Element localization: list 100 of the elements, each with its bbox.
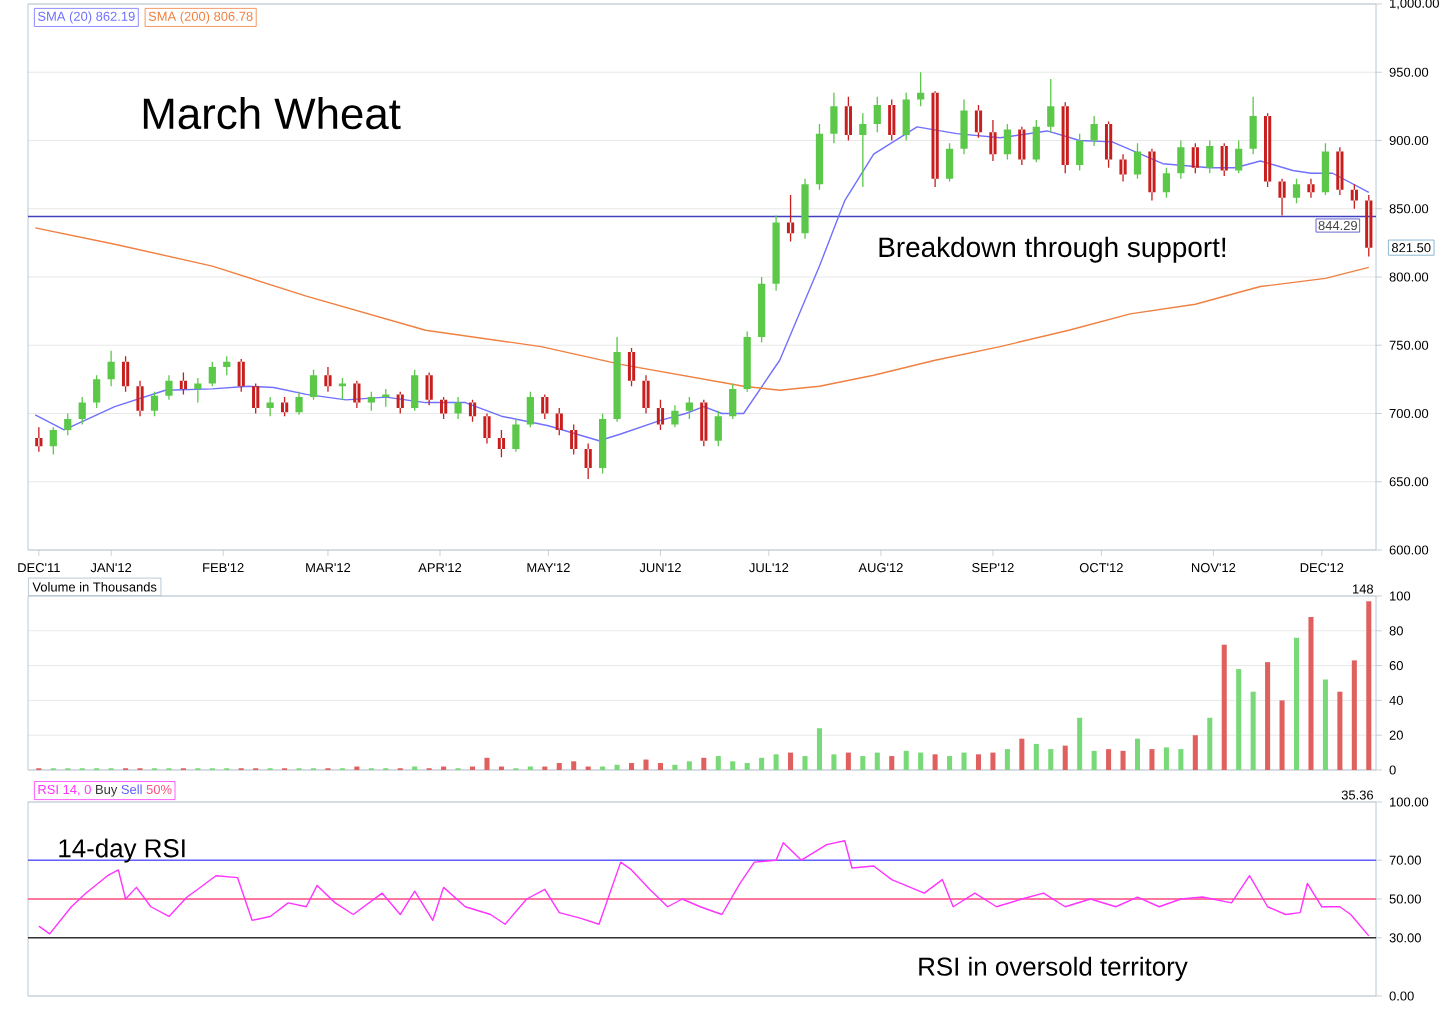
candlestick [801, 178, 809, 239]
bar [816, 728, 822, 770]
bar [614, 764, 620, 770]
bar [1106, 749, 1112, 770]
bar [889, 756, 895, 770]
line-series [34, 126, 1370, 442]
candlestick [960, 99, 968, 155]
bar [556, 763, 562, 770]
candlestick [786, 195, 795, 242]
candlestick [989, 120, 997, 161]
bar [1019, 738, 1025, 770]
bar [1048, 749, 1054, 770]
candlestick [1104, 121, 1113, 168]
bar [903, 750, 909, 770]
candlestick [1307, 178, 1315, 198]
bar [1250, 691, 1256, 770]
candlestick [830, 92, 838, 144]
annotation: 14-day RSI [59, 838, 185, 863]
candlestick [1061, 102, 1069, 174]
candlestick [280, 397, 289, 417]
candlestick [642, 375, 650, 414]
bar [484, 757, 490, 770]
candlestick [35, 427, 43, 452]
bar [874, 752, 880, 770]
bar [845, 752, 851, 770]
candlestick [974, 105, 983, 138]
candlestick [136, 380, 144, 417]
candlestick [179, 372, 188, 395]
candlestick [1220, 143, 1228, 176]
candlestick [1018, 126, 1026, 166]
candlestick [700, 399, 708, 447]
bar [657, 763, 663, 770]
bar [759, 757, 765, 770]
candlestick [772, 215, 780, 291]
line-series [34, 227, 1370, 391]
annotation: Breakdown through support! [879, 236, 1226, 263]
bar [932, 754, 938, 770]
candlestick [353, 380, 361, 409]
bar [1149, 749, 1155, 770]
candlestick [1278, 178, 1286, 216]
candlestick [1148, 148, 1156, 201]
candlestick [497, 429, 506, 458]
bar [1366, 601, 1372, 770]
bar [1293, 637, 1300, 770]
candlestick [266, 397, 274, 417]
bar [1337, 691, 1343, 770]
bar [1192, 735, 1198, 770]
bar [1351, 660, 1357, 770]
bar [975, 754, 982, 770]
candlestick [584, 443, 592, 480]
bar [1163, 747, 1169, 770]
candlestick [252, 383, 260, 414]
candlestick [1263, 113, 1272, 187]
candlestick [439, 397, 448, 419]
candlestick [512, 418, 520, 452]
candlestick [454, 397, 462, 419]
bar [1062, 745, 1068, 770]
bar [990, 752, 996, 770]
bar [571, 761, 577, 770]
candlestick [396, 391, 404, 414]
bar [1004, 749, 1010, 770]
bar [1308, 616, 1314, 770]
bar [715, 756, 721, 770]
candlestick [1191, 143, 1199, 174]
candlestick [165, 375, 173, 400]
candlestick [888, 99, 896, 141]
bar [744, 763, 750, 770]
candlestick [555, 408, 563, 436]
bar [831, 754, 837, 770]
bar [1236, 669, 1242, 770]
candlestick [425, 372, 433, 406]
candlestick [656, 399, 665, 430]
bar [802, 756, 808, 770]
text: March Wheat [143, 97, 401, 130]
candlestick [1365, 195, 1373, 257]
bar [1091, 750, 1097, 770]
bar [672, 764, 678, 770]
candlestick [671, 405, 679, 428]
candlestick [483, 413, 491, 444]
bar [788, 752, 794, 770]
bar [1265, 662, 1271, 770]
bar [701, 757, 707, 770]
candlestick [324, 367, 332, 392]
bar [1221, 644, 1227, 770]
bar [1207, 717, 1213, 770]
candlestick [627, 347, 636, 387]
candlestick [1336, 147, 1344, 196]
line-series [38, 840, 1370, 937]
bar [1322, 679, 1328, 770]
bar [1120, 750, 1126, 770]
bar [860, 756, 866, 770]
bar [1134, 738, 1141, 770]
candlestick [541, 394, 549, 419]
bar [961, 752, 967, 770]
candlestick [237, 358, 245, 392]
bar [629, 763, 635, 770]
candlestick [468, 399, 477, 422]
candlestick [194, 378, 202, 403]
bar [643, 759, 649, 770]
bar [1033, 743, 1039, 770]
